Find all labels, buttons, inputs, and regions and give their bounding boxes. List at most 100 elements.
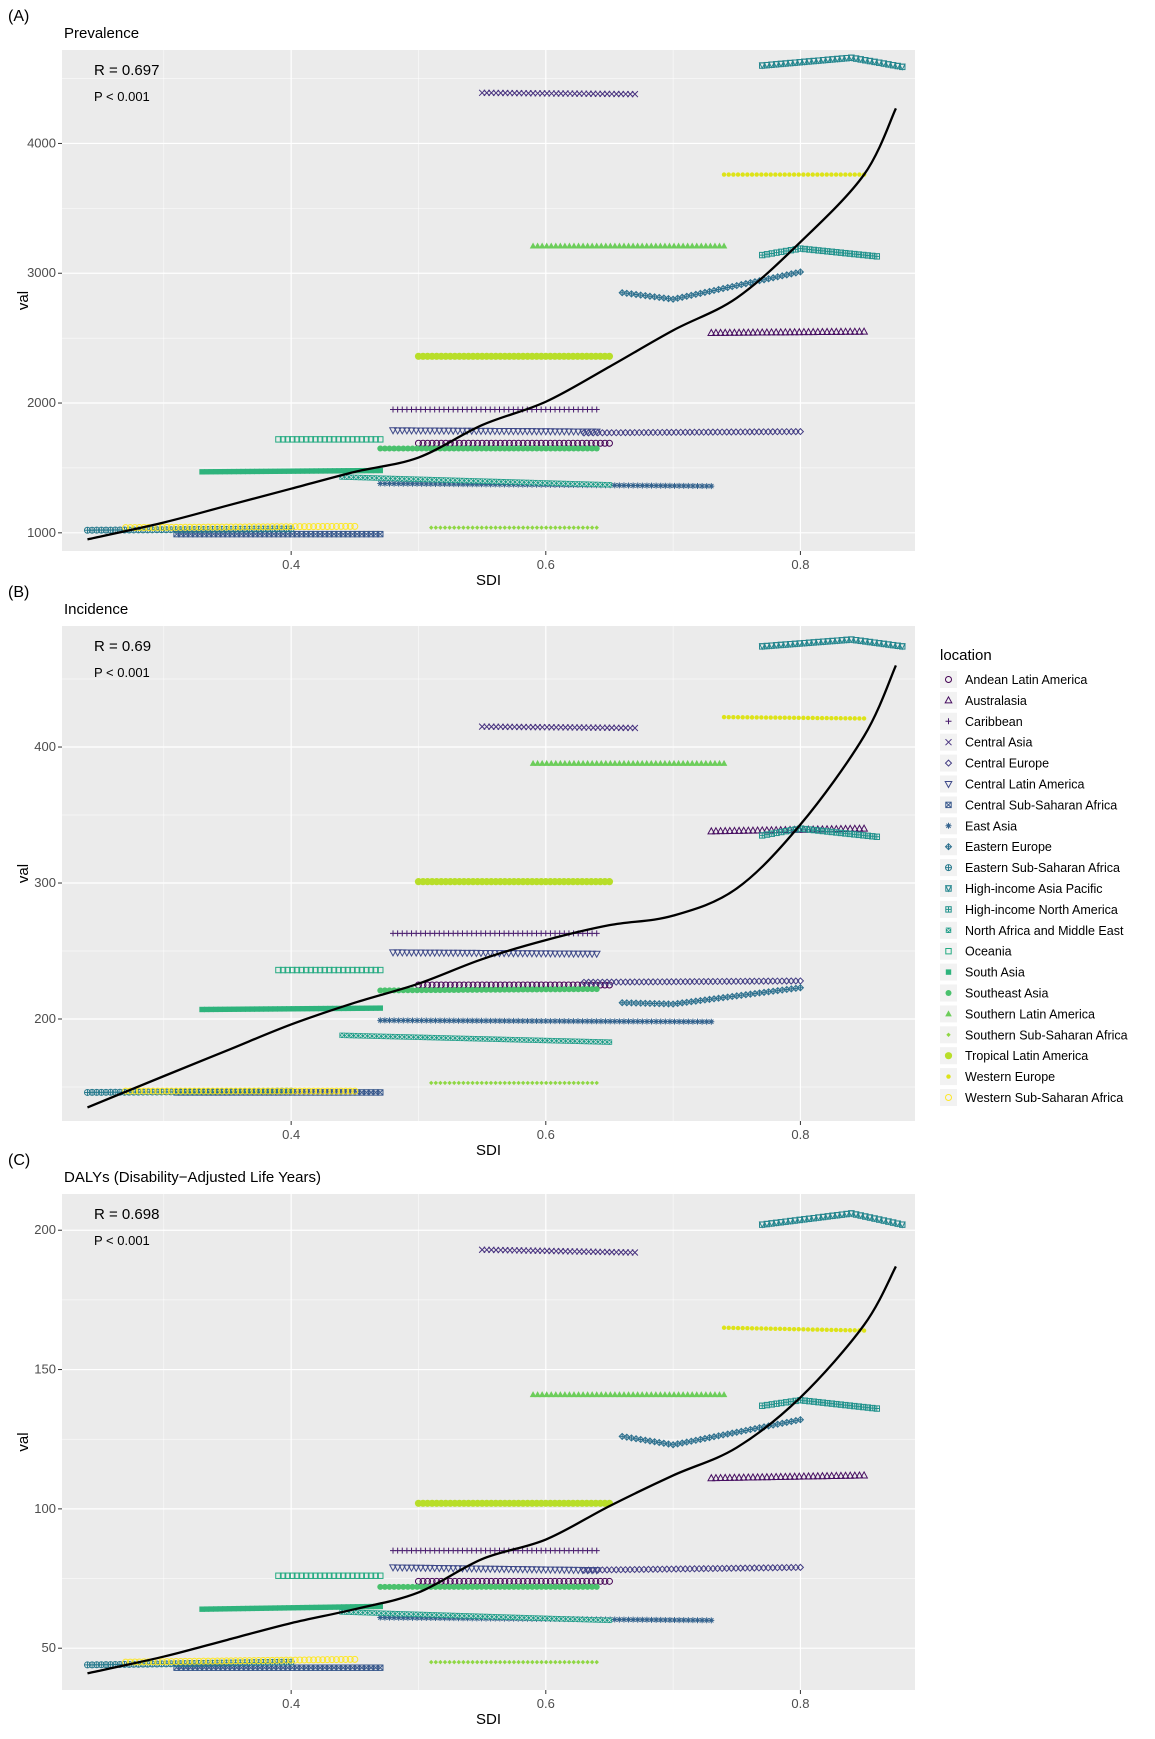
data-point bbox=[204, 523, 212, 531]
data-point bbox=[263, 1006, 269, 1012]
data-point bbox=[564, 428, 574, 436]
data-point bbox=[607, 1018, 614, 1025]
data-point bbox=[579, 1583, 586, 1590]
data-point bbox=[702, 242, 710, 249]
legend-marker bbox=[945, 1010, 952, 1017]
data-point bbox=[346, 522, 354, 530]
y-tick-label: 100 bbox=[34, 1501, 56, 1516]
data-point bbox=[232, 1087, 240, 1095]
data-point bbox=[326, 966, 333, 974]
legend-item-western-europe: Western Europe bbox=[940, 1068, 1055, 1086]
data-point bbox=[616, 482, 623, 489]
data-point bbox=[520, 1659, 526, 1665]
data-point bbox=[473, 481, 480, 488]
data-point bbox=[833, 716, 839, 721]
data-point bbox=[493, 1080, 498, 1086]
data-point bbox=[455, 1017, 462, 1024]
data-point bbox=[782, 1326, 787, 1332]
data-point bbox=[344, 966, 352, 974]
data-point bbox=[463, 477, 470, 484]
series-australasia bbox=[707, 1470, 869, 1482]
data-point bbox=[440, 1035, 447, 1041]
data-point bbox=[569, 1616, 576, 1622]
data-point bbox=[441, 1583, 448, 1590]
data-point bbox=[843, 636, 851, 644]
data-point bbox=[351, 1655, 359, 1663]
data-point bbox=[200, 523, 208, 531]
data-point bbox=[429, 1659, 434, 1665]
data-point bbox=[300, 1087, 308, 1095]
data-point bbox=[529, 986, 536, 993]
data-point bbox=[584, 986, 591, 993]
data-point bbox=[873, 833, 881, 840]
data-point bbox=[316, 436, 324, 443]
data-point bbox=[809, 327, 818, 336]
legend-item-southeast-asia: Southeast Asia bbox=[940, 984, 1048, 1002]
data-point bbox=[497, 1659, 503, 1665]
data-point bbox=[857, 172, 862, 177]
data-point bbox=[307, 436, 315, 443]
data-point bbox=[312, 966, 319, 974]
data-point bbox=[154, 1087, 162, 1095]
data-point bbox=[395, 480, 402, 487]
legend-item-central-latin-america: Central Latin America bbox=[940, 775, 1085, 793]
x-tick-label: 0.8 bbox=[791, 1696, 809, 1711]
data-point bbox=[745, 172, 750, 177]
data-point bbox=[543, 986, 550, 993]
data-point bbox=[539, 1080, 544, 1086]
data-point bbox=[565, 1038, 571, 1044]
data-point bbox=[538, 1018, 545, 1025]
data-point bbox=[362, 1033, 368, 1039]
p-value: P < 0.001 bbox=[94, 665, 150, 680]
data-point bbox=[534, 525, 540, 530]
data-point bbox=[525, 525, 530, 530]
data-point bbox=[195, 1657, 203, 1665]
data-point bbox=[497, 525, 503, 530]
data-point bbox=[501, 1583, 508, 1590]
data-point bbox=[226, 468, 233, 475]
data-point bbox=[305, 1087, 313, 1095]
data-point bbox=[345, 1005, 351, 1012]
data-point bbox=[813, 1471, 822, 1480]
data-point bbox=[203, 469, 210, 475]
data-point bbox=[596, 439, 604, 447]
data-point bbox=[464, 481, 471, 488]
data-point bbox=[289, 1572, 296, 1579]
data-point bbox=[236, 1087, 244, 1095]
data-point bbox=[539, 1659, 544, 1665]
data-point bbox=[776, 1472, 785, 1480]
data-point bbox=[461, 1080, 466, 1086]
data-point bbox=[768, 1220, 776, 1228]
data-point bbox=[813, 327, 822, 336]
data-point bbox=[589, 1659, 595, 1665]
series-oceania bbox=[275, 966, 384, 974]
data-point bbox=[847, 1328, 853, 1333]
data-point bbox=[829, 715, 834, 721]
data-point bbox=[213, 1087, 221, 1095]
data-point bbox=[510, 1583, 517, 1590]
data-point bbox=[199, 469, 205, 475]
data-point bbox=[358, 1572, 365, 1579]
data-point bbox=[634, 759, 641, 766]
data-point bbox=[859, 1470, 869, 1479]
data-point bbox=[578, 1566, 587, 1575]
data-point bbox=[791, 715, 797, 720]
data-point bbox=[593, 1391, 601, 1398]
data-point bbox=[481, 427, 490, 436]
data-point bbox=[556, 1018, 563, 1025]
data-point bbox=[450, 445, 457, 452]
data-point bbox=[556, 445, 563, 452]
data-point bbox=[843, 1327, 848, 1333]
data-point bbox=[330, 1572, 338, 1579]
data-point bbox=[218, 1087, 226, 1095]
data-point bbox=[542, 480, 548, 486]
data-point bbox=[697, 759, 705, 766]
data-point bbox=[414, 480, 421, 487]
data-point bbox=[290, 1605, 297, 1611]
data-point bbox=[289, 436, 296, 443]
data-point bbox=[393, 949, 402, 957]
data-point bbox=[693, 1391, 701, 1398]
data-point bbox=[323, 1656, 331, 1664]
data-point bbox=[631, 724, 639, 732]
data-point bbox=[254, 1006, 260, 1012]
